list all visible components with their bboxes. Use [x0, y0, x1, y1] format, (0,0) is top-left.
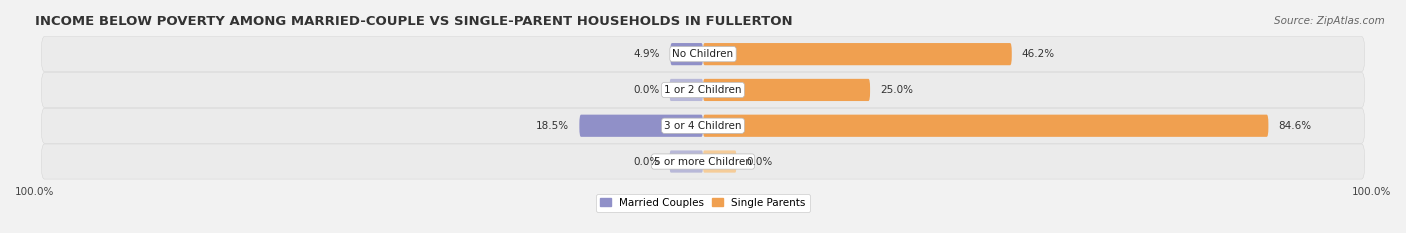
Text: No Children: No Children — [672, 49, 734, 59]
Legend: Married Couples, Single Parents: Married Couples, Single Parents — [596, 194, 810, 212]
FancyBboxPatch shape — [671, 43, 703, 65]
Text: 1 or 2 Children: 1 or 2 Children — [664, 85, 742, 95]
Text: 5 or more Children: 5 or more Children — [654, 157, 752, 167]
FancyBboxPatch shape — [41, 37, 1365, 72]
FancyBboxPatch shape — [703, 43, 1012, 65]
FancyBboxPatch shape — [703, 79, 870, 101]
Text: 0.0%: 0.0% — [633, 157, 659, 167]
FancyBboxPatch shape — [669, 151, 703, 173]
FancyBboxPatch shape — [579, 115, 703, 137]
FancyBboxPatch shape — [41, 108, 1365, 143]
Text: 3 or 4 Children: 3 or 4 Children — [664, 121, 742, 131]
Text: 0.0%: 0.0% — [633, 85, 659, 95]
Text: 46.2%: 46.2% — [1022, 49, 1054, 59]
Text: 84.6%: 84.6% — [1278, 121, 1312, 131]
Text: 0.0%: 0.0% — [747, 157, 773, 167]
Text: 4.9%: 4.9% — [634, 49, 661, 59]
FancyBboxPatch shape — [703, 151, 737, 173]
FancyBboxPatch shape — [41, 72, 1365, 107]
Text: 18.5%: 18.5% — [536, 121, 569, 131]
FancyBboxPatch shape — [669, 79, 703, 101]
Text: INCOME BELOW POVERTY AMONG MARRIED-COUPLE VS SINGLE-PARENT HOUSEHOLDS IN FULLERT: INCOME BELOW POVERTY AMONG MARRIED-COUPL… — [35, 15, 793, 28]
Text: 25.0%: 25.0% — [880, 85, 912, 95]
FancyBboxPatch shape — [703, 115, 1268, 137]
Text: Source: ZipAtlas.com: Source: ZipAtlas.com — [1274, 16, 1385, 26]
FancyBboxPatch shape — [41, 144, 1365, 179]
